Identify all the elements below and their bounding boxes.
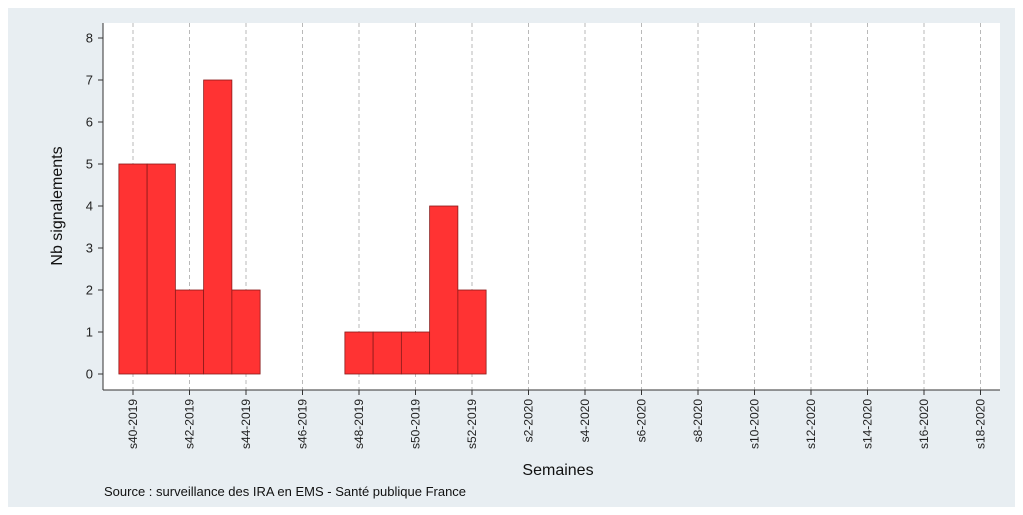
bars xyxy=(118,79,487,375)
bar xyxy=(118,163,148,375)
x-tick-label: s40-2019 xyxy=(126,399,140,449)
x-tick-label: s52-2019 xyxy=(465,399,479,449)
bar xyxy=(146,163,176,375)
bar xyxy=(344,331,374,375)
x-tick-label: s2-2020 xyxy=(522,399,536,443)
bar xyxy=(429,205,459,375)
y-tick-label: 5 xyxy=(86,157,93,172)
y-tick-label: 4 xyxy=(86,199,93,214)
y-tick-label: 2 xyxy=(86,283,93,298)
bar xyxy=(457,289,487,375)
x-tick-label: s4-2020 xyxy=(578,399,592,443)
bar xyxy=(372,331,402,375)
y-axis-label: Nb signalements xyxy=(49,146,66,265)
x-tick-label: s14-2020 xyxy=(861,399,875,449)
x-tick-label: s10-2020 xyxy=(748,399,762,449)
x-tick-label: s44-2019 xyxy=(239,399,253,449)
y-tick-label: 0 xyxy=(86,367,93,382)
bar xyxy=(174,289,205,375)
x-tick-label: s16-2020 xyxy=(917,399,931,449)
x-tick-label: s42-2019 xyxy=(183,399,197,449)
y-tick-label: 8 xyxy=(86,31,93,46)
x-tick-label: s50-2019 xyxy=(409,399,423,449)
x-tick-label: s8-2020 xyxy=(691,399,705,443)
bar xyxy=(400,331,431,375)
y-tick-label: 6 xyxy=(86,115,93,130)
x-ticks: s40-2019 s42-2019 s44-2019 s46-2019 s48-2019… xyxy=(126,390,988,449)
x-tick-label: s48-2019 xyxy=(352,399,366,449)
x-tick-label: s6-2020 xyxy=(635,399,649,443)
source-note: Source : surveillance des IRA en EMS - S… xyxy=(104,484,467,499)
bar xyxy=(231,289,261,375)
y-tick-label: 1 xyxy=(86,325,93,340)
y-ticks: 0 1 2 3 4 5 6 7 8 xyxy=(86,31,103,382)
y-tick-label: 3 xyxy=(86,241,93,256)
bar xyxy=(203,79,233,375)
x-tick-label: s18-2020 xyxy=(974,399,988,449)
x-tick-label: s46-2019 xyxy=(296,399,310,449)
y-tick-label: 7 xyxy=(86,73,93,88)
x-axis-label: Semaines xyxy=(522,462,593,479)
x-tick-label: s12-2020 xyxy=(804,399,818,449)
